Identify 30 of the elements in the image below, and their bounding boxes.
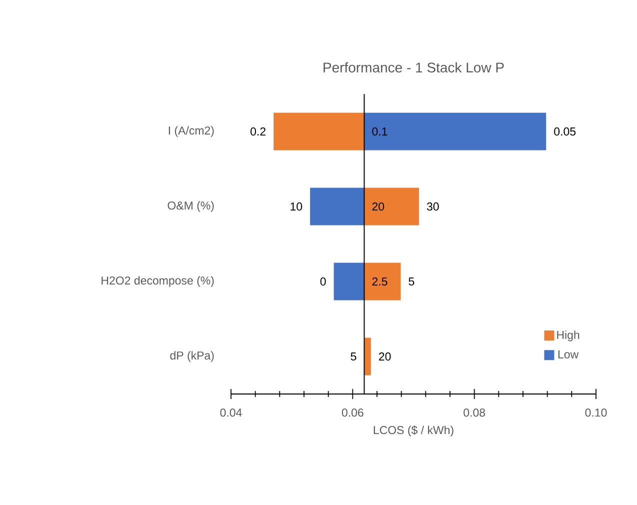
y-tick-label: O&M (%) — [168, 201, 214, 212]
annotation: 5 — [350, 352, 356, 361]
bar — [364, 262, 401, 300]
bar — [364, 112, 546, 150]
bar — [310, 188, 364, 226]
bar — [364, 188, 419, 226]
x-axis-title: LCOS ($ / kWh) — [374, 426, 454, 436]
chart-title: Performance - 1 Stack Low P — [324, 62, 504, 73]
bar — [334, 262, 364, 300]
bar — [274, 112, 364, 150]
annotation: 0.1 — [372, 127, 388, 136]
y-tick-label: dP (kPa) — [170, 351, 214, 362]
x-tick-label: 0.08 — [464, 408, 486, 417]
bar — [364, 338, 371, 376]
annotation: 20 — [372, 202, 384, 211]
x-tick-label: 0.06 — [342, 408, 364, 417]
x-tick-label: 0.04 — [220, 408, 242, 417]
annotation: 0.05 — [554, 127, 576, 136]
annotation: 5 — [408, 277, 414, 286]
annotation: 20 — [379, 352, 391, 361]
y-tick-label: I (A/cm2) — [168, 126, 214, 137]
annotation: 30 — [426, 202, 439, 211]
y-tick-label: H2O2 decompose (%) — [102, 276, 214, 287]
annotation: 0.2 — [250, 127, 266, 136]
annotation: 10 — [290, 202, 302, 211]
annotation: 2.5 — [372, 277, 388, 286]
x-tick-label: 0.10 — [585, 408, 607, 417]
annotation: 0 — [320, 277, 326, 286]
legend-label: High — [557, 330, 580, 342]
legend-label: Low — [558, 350, 579, 358]
